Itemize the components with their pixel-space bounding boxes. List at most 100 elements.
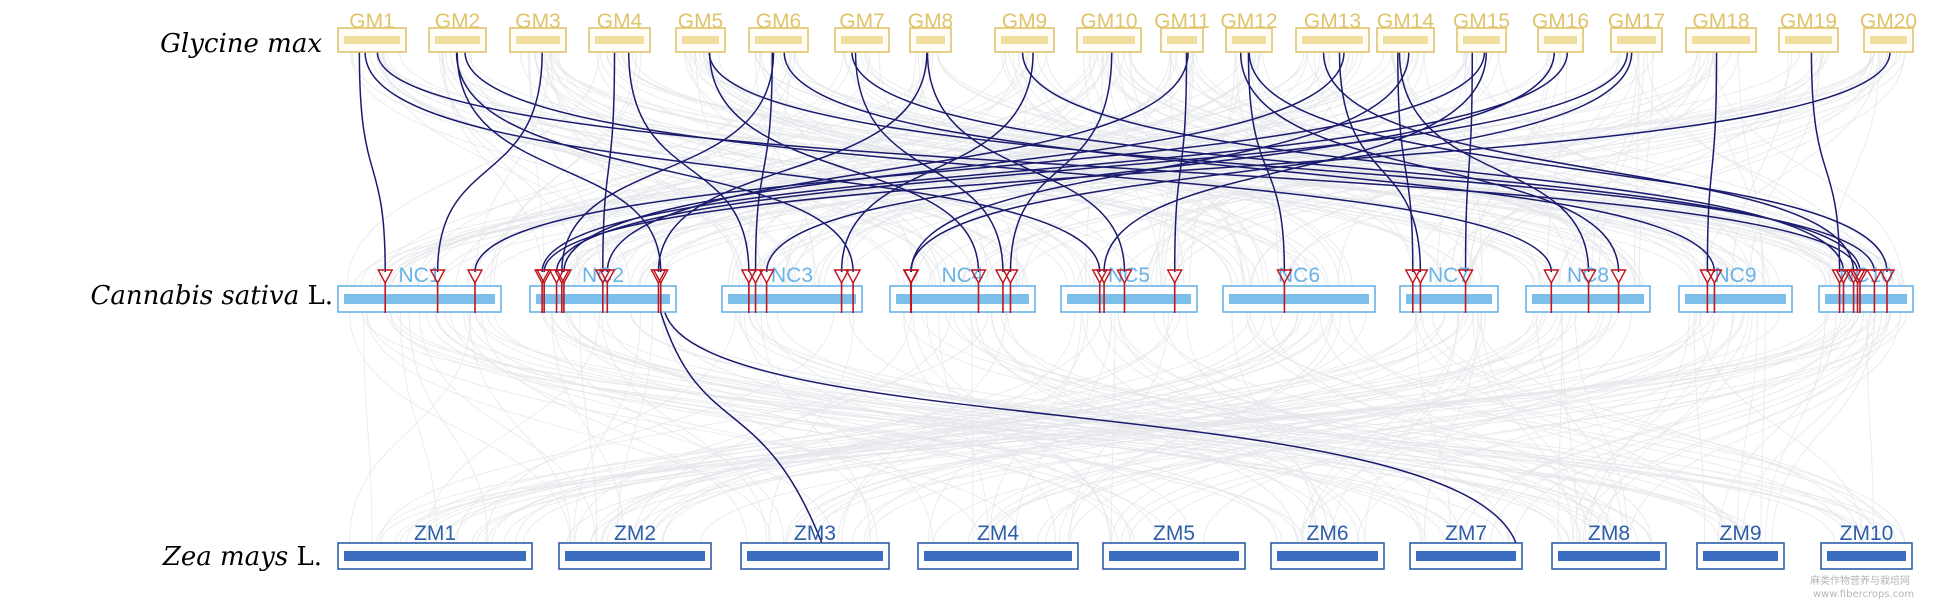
link-gm12-nc8 (1239, 51, 1620, 273)
chromosome-label: GM16 (1532, 10, 1589, 33)
gene-marker (970, 269, 987, 313)
chromosome-label: GM13 (1304, 10, 1361, 33)
gene-marker (1543, 269, 1560, 313)
chromosome-label: GM3 (515, 10, 561, 33)
chromosome-bar (565, 551, 705, 561)
chromosome-label: GM9 (1002, 10, 1048, 33)
link-nc2-zm7 (663, 311, 1517, 544)
gene-marker (1580, 269, 1597, 313)
chromosome-zm2: ZM2 (558, 522, 712, 570)
link-gm19-nc10 (1810, 51, 1841, 273)
link-gm12-nc10 (1248, 51, 1888, 273)
chromosome-bar (755, 36, 802, 44)
chromosome-bar (1067, 294, 1191, 304)
link-gm11-nc2 (606, 51, 1189, 273)
gene-marker (758, 269, 775, 313)
chromosome-label: GM15 (1453, 10, 1510, 33)
chromosome-label: NC9 (1714, 264, 1756, 287)
link-gm2-nc3 (455, 51, 854, 273)
chromosome-gm10: GM10 (1076, 10, 1142, 53)
chromosome-gm8: GM8 (908, 10, 953, 53)
chromosome-zm1: ZM1 (337, 522, 533, 570)
gene-marker (650, 269, 667, 313)
chromosome-bar (1001, 36, 1048, 44)
gene-marker (429, 269, 446, 313)
gene-marker (377, 269, 394, 313)
link-gm3-nc1 (436, 51, 543, 273)
link-gm1-nc5 (364, 51, 1101, 273)
chromosome-label: GM10 (1080, 10, 1137, 33)
chromosome-bar (896, 294, 1029, 304)
link-gm8-nc2 (657, 51, 928, 273)
link-gm15-nc7 (1464, 51, 1474, 273)
gene-marker (833, 269, 850, 313)
chromosome-bar (435, 36, 480, 44)
chromosome-gm6: GM6 (748, 10, 809, 53)
chromosome-bar (344, 551, 526, 561)
chromosome-gm7: GM7 (834, 10, 890, 53)
link-gm5-nc4 (708, 51, 980, 273)
chromosome-gm4: GM4 (588, 10, 651, 53)
link-gm6-nc3 (754, 51, 774, 273)
chromosome-bar (1685, 294, 1786, 304)
gene-marker (1276, 269, 1293, 313)
chromosome-zm9: ZM9 (1696, 522, 1785, 570)
chromosome-bar (516, 36, 560, 44)
background-collinearity-links (346, 51, 1907, 544)
link-gm6-nc9 (783, 51, 1716, 273)
chromosome-label: GM20 (1860, 10, 1917, 33)
gene-marker (1404, 269, 1421, 313)
chromosome-bar (1544, 36, 1577, 44)
gene-marker (1699, 269, 1716, 313)
chromosome-bar (1785, 36, 1832, 44)
chromosome-gm14: GM14 (1376, 10, 1435, 53)
watermark: 麻类作物营养与栽培网 www.fibercrops.com (1810, 574, 1914, 600)
chromosome-bar (1232, 36, 1266, 44)
gene-marker (1166, 269, 1183, 313)
link-gm9-nc3 (840, 51, 1034, 273)
chromosome-gm18: GM18 (1685, 10, 1757, 53)
chromosome-bar (1463, 36, 1500, 44)
link-gm14-nc7 (1397, 51, 1414, 273)
chromosome-bar (1870, 36, 1907, 44)
chromosome-bar (1825, 294, 1907, 304)
chromosome-label: ZM5 (1153, 522, 1195, 545)
chromosome-bar (595, 36, 644, 44)
link-gm17-nc2 (555, 51, 1629, 273)
gene-marker (599, 269, 616, 313)
chromosome-gm12: GM12 (1220, 10, 1278, 53)
chromosome-label: ZM2 (614, 522, 656, 545)
gene-marker (844, 269, 862, 313)
chromosome-bar (1383, 36, 1428, 44)
chromosome-bar (841, 36, 883, 44)
species-label-zea: Zea mays L. (162, 542, 322, 572)
gene-marker (1002, 269, 1019, 313)
link-gm17-nc4 (910, 51, 1633, 273)
chromosome-bar (1406, 294, 1492, 304)
chromosome-gm17: GM17 (1608, 10, 1665, 53)
chromosome-label: ZM10 (1840, 522, 1894, 545)
gene-marker (1116, 269, 1133, 313)
watermark-line2: www.fibercrops.com (1813, 589, 1914, 600)
chromosome-label: GM18 (1692, 10, 1749, 33)
link-gm9-nc10 (1021, 51, 1845, 273)
chromosome-gm19: GM19 (1778, 10, 1839, 53)
chromosome-label: GM17 (1608, 10, 1665, 33)
chromosome-label: GM14 (1377, 10, 1435, 33)
link-gm20-nc2 (543, 51, 1891, 273)
chromosome-bar (1416, 551, 1516, 561)
chromosome-label: NC3 (771, 264, 813, 287)
link-gm7-nc10 (851, 51, 1861, 273)
watermark-line1: 麻类作物营养与栽培网 (1810, 574, 1910, 587)
chromosome-label: ZM7 (1445, 522, 1487, 545)
chromosome-zm5: ZM5 (1102, 522, 1246, 570)
chromosome-bar (682, 36, 719, 44)
chromosome-zm4: ZM4 (917, 522, 1079, 570)
chromosome-bar (1692, 36, 1750, 44)
chromosome-label: NC7 (1428, 264, 1470, 287)
chromosome-bar (1109, 551, 1239, 561)
gene-marker (747, 269, 764, 313)
zea-chromosomes: ZM1 ZM2 ZM3 ZM4 ZM5 ZM6 ZM7 ZM8 ZM9 ZM10 (337, 522, 1913, 570)
link-gm2-nc2 (456, 51, 662, 273)
